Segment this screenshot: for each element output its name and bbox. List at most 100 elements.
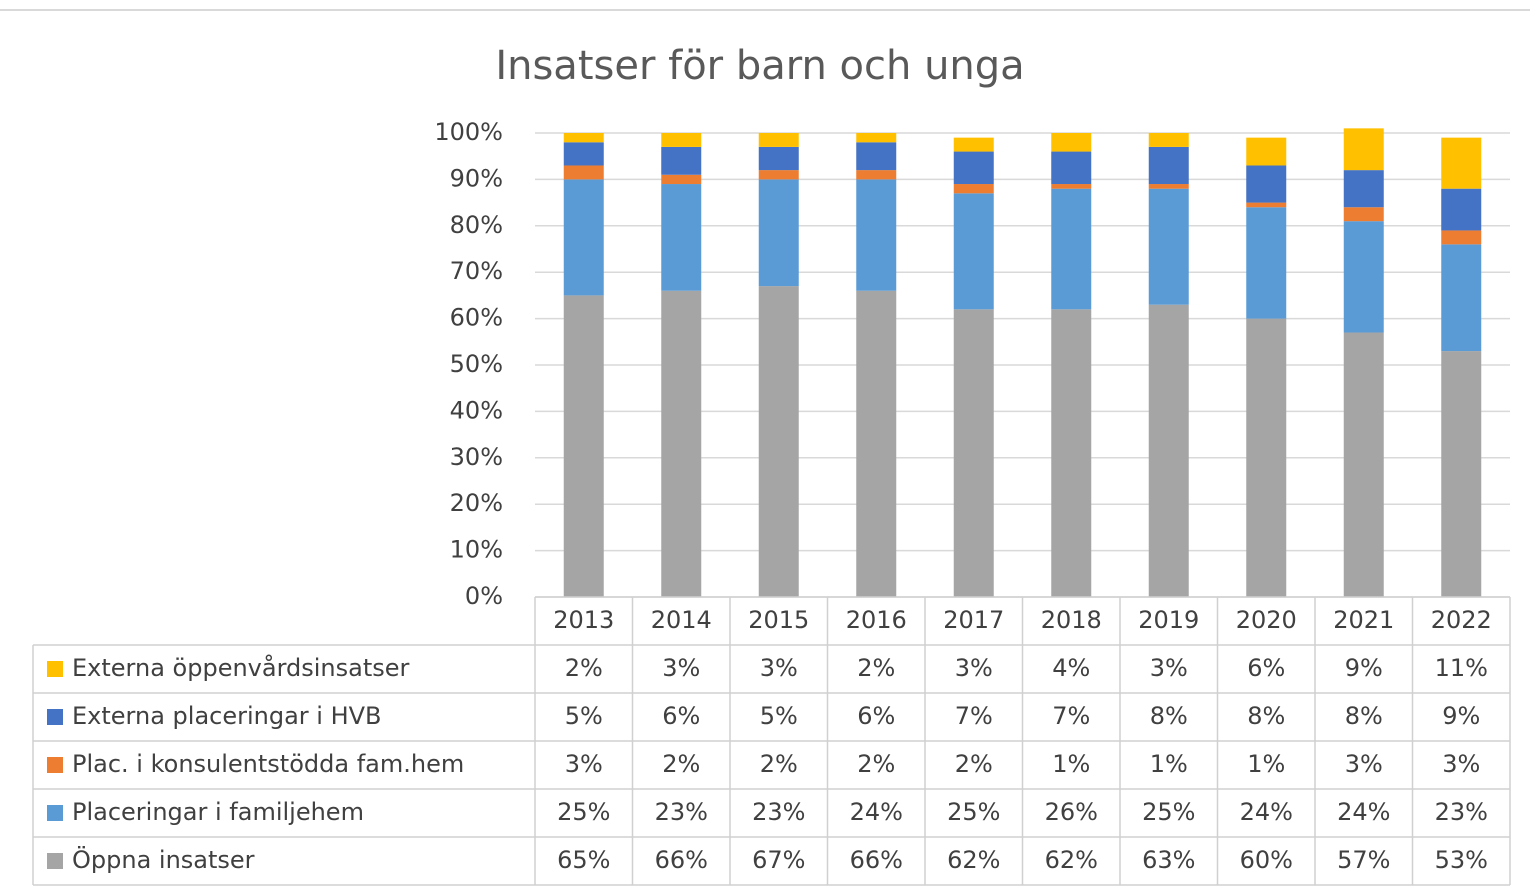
- bar-segment: [1051, 133, 1092, 152]
- table-value: 24%: [850, 798, 903, 826]
- bar-segment: [661, 146, 702, 175]
- table-value: 63%: [1142, 846, 1195, 874]
- table-value: 23%: [1435, 798, 1488, 826]
- table-value: 11%: [1435, 654, 1488, 682]
- table-value: 7%: [955, 702, 993, 730]
- bar-segment: [1246, 202, 1287, 208]
- table-value: 3%: [662, 654, 700, 682]
- bar-segment: [1343, 221, 1384, 333]
- bar-segment: [1051, 188, 1092, 310]
- table-value: 7%: [1052, 702, 1090, 730]
- bar-segment: [661, 290, 702, 597]
- y-tick-label: 40%: [450, 396, 503, 424]
- table-value: 9%: [1442, 702, 1480, 730]
- table-value: 25%: [947, 798, 1000, 826]
- table-value: 2%: [662, 750, 700, 778]
- bar-segment: [1441, 230, 1482, 245]
- table-value: 3%: [565, 750, 603, 778]
- bar-segment: [856, 290, 897, 597]
- legend-label: Placeringar i familjehem: [72, 798, 364, 826]
- bar-segment: [953, 184, 994, 194]
- bar-segment: [563, 142, 604, 166]
- bar-segment: [1246, 165, 1287, 203]
- bar-segment: [563, 179, 604, 296]
- table-value: 66%: [850, 846, 903, 874]
- bar-segment: [563, 165, 604, 180]
- bar-segment: [856, 142, 897, 171]
- bar-segment: [1343, 128, 1384, 171]
- x-tick-label: 2020: [1236, 606, 1297, 634]
- y-tick-label: 50%: [450, 350, 503, 378]
- legend-label: Externa placeringar i HVB: [72, 702, 382, 730]
- x-tick-label: 2015: [748, 606, 809, 634]
- bar-segment: [1441, 244, 1482, 352]
- table-value: 5%: [760, 702, 798, 730]
- y-tick-label: 0%: [465, 582, 503, 610]
- x-tick-label: 2018: [1041, 606, 1102, 634]
- table-value: 6%: [1247, 654, 1285, 682]
- table-value: 2%: [857, 654, 895, 682]
- bar-segment: [953, 151, 994, 185]
- table-value: 53%: [1435, 846, 1488, 874]
- y-tick-label: 20%: [450, 489, 503, 517]
- bar-segment: [1441, 351, 1482, 597]
- bar-segment: [758, 170, 799, 180]
- table-value: 1%: [1150, 750, 1188, 778]
- legend-marker: [47, 757, 63, 773]
- table-value: 1%: [1247, 750, 1285, 778]
- x-tick-label: 2022: [1431, 606, 1492, 634]
- bar-segment: [856, 179, 897, 291]
- bar-segment: [953, 309, 994, 597]
- y-tick-label: 100%: [434, 118, 503, 146]
- bar-segment: [1148, 133, 1189, 147]
- x-tick-label: 2014: [651, 606, 712, 634]
- table-value: 5%: [565, 702, 603, 730]
- legend-label: Öppna insatser: [72, 845, 255, 874]
- table-value: 6%: [857, 702, 895, 730]
- bar-segment: [1051, 184, 1092, 189]
- bar-segment: [1441, 188, 1482, 231]
- table-value: 24%: [1337, 798, 1390, 826]
- bar-segment: [563, 133, 604, 143]
- table-value: 60%: [1240, 846, 1293, 874]
- chart-title: Insatser för barn och unga: [495, 43, 1024, 89]
- table-value: 26%: [1045, 798, 1098, 826]
- table-value: 3%: [1150, 654, 1188, 682]
- bar-segment: [953, 193, 994, 310]
- table-value: 3%: [760, 654, 798, 682]
- x-tick-label: 2021: [1333, 606, 1394, 634]
- table-value: 8%: [1150, 702, 1188, 730]
- table-value: 1%: [1052, 750, 1090, 778]
- table-value: 8%: [1345, 702, 1383, 730]
- legend-label: Externa öppenvårdsinsatser: [72, 653, 410, 682]
- bar-segment: [758, 179, 799, 287]
- y-tick-label: 30%: [450, 443, 503, 471]
- bar-segment: [563, 295, 604, 597]
- legend-label: Plac. i konsulentstödda fam.hem: [72, 750, 464, 778]
- table-value: 3%: [955, 654, 993, 682]
- legend-marker: [47, 709, 63, 725]
- bar-segment: [1343, 332, 1384, 597]
- legend-marker: [47, 853, 63, 869]
- bar-segment: [758, 146, 799, 171]
- bar-segment: [1051, 151, 1092, 185]
- table-value: 25%: [557, 798, 610, 826]
- bar-segment: [856, 170, 897, 180]
- bar-segment: [856, 133, 897, 143]
- table-value: 62%: [947, 846, 1000, 874]
- table-value: 3%: [1442, 750, 1480, 778]
- bar-segment: [1343, 170, 1384, 208]
- legend-marker: [47, 805, 63, 821]
- table-value: 62%: [1045, 846, 1098, 874]
- bar-segment: [758, 133, 799, 147]
- bar-segment: [661, 174, 702, 185]
- x-tick-label: 2013: [553, 606, 614, 634]
- y-tick-label: 90%: [450, 164, 503, 192]
- table-value: 2%: [565, 654, 603, 682]
- table-value: 8%: [1247, 702, 1285, 730]
- table-value: 23%: [752, 798, 805, 826]
- table-value: 4%: [1052, 654, 1090, 682]
- bar-segment: [1343, 207, 1384, 222]
- table-value: 67%: [752, 846, 805, 874]
